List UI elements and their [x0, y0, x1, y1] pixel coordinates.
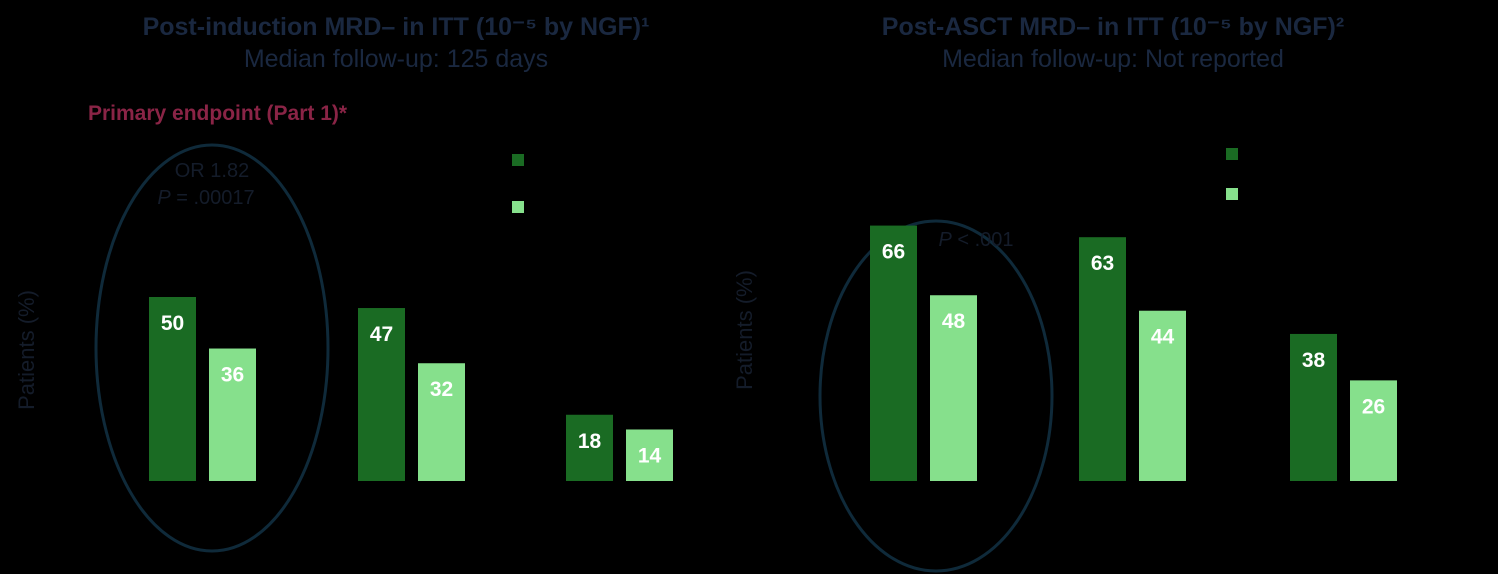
left-bar-series2-group2	[418, 363, 465, 481]
primary-endpoint-label: Primary endpoint (Part 1)*	[88, 102, 348, 125]
left-bar-series1-group1	[149, 297, 196, 481]
left-legend-swatch-dark	[512, 154, 524, 166]
right-bar-series1-group1	[870, 225, 917, 481]
left-highlight-ellipse	[94, 143, 330, 553]
right-y-axis-label: Patients (%)	[732, 270, 757, 390]
left-bar-series1-group3	[566, 414, 613, 481]
right-value-label-series2-group3: 26	[1362, 395, 1385, 418]
right-value-label-series2-group2: 44	[1151, 326, 1175, 349]
left-bar-series1-group2	[358, 308, 405, 481]
right-chart: Post-ASCT MRD– in ITT (10⁻⁵ by NGF)² Med…	[732, 13, 1397, 573]
left-bars: 50 47 18 36 32 14	[149, 297, 673, 481]
left-y-axis-label: Patients (%)	[14, 290, 39, 410]
left-value-label-series2-group1: 36	[221, 364, 244, 387]
left-chart: Post-induction MRD– in ITT (10⁻⁵ by NGF)…	[14, 13, 673, 553]
left-p-value: P = .00017	[157, 187, 254, 209]
right-value-label-series1-group1: 66	[882, 241, 905, 264]
left-bar-series2-group1	[209, 348, 256, 481]
left-legend-swatch-light	[512, 201, 524, 213]
left-bar-series2-group3	[626, 429, 673, 481]
right-bars: 66 63 38 48 44 26	[870, 225, 1397, 481]
right-bar-series2-group1	[930, 295, 977, 481]
left-value-label-series1-group3: 18	[578, 430, 602, 453]
right-chart-title: Post-ASCT MRD– in ITT (10⁻⁵ by NGF)²	[882, 13, 1344, 41]
right-bar-series1-group3	[1290, 333, 1337, 481]
right-value-label-series1-group2: 63	[1091, 252, 1114, 275]
left-chart-title: Post-induction MRD– in ITT (10⁻⁵ by NGF)…	[143, 13, 650, 41]
right-bar-series2-group2	[1139, 310, 1186, 481]
right-chart-subtitle: Median follow-up: Not reported	[942, 45, 1284, 73]
right-highlight-ellipse	[818, 219, 1054, 573]
left-value-label-series1-group2: 47	[370, 323, 393, 346]
right-p-value: P < .001	[938, 229, 1013, 251]
left-value-label-series2-group2: 32	[430, 378, 453, 401]
right-legend	[1226, 148, 1238, 200]
right-bar-series1-group2	[1079, 237, 1126, 481]
right-value-label-series1-group3: 38	[1302, 349, 1326, 372]
right-legend-swatch-light	[1226, 188, 1238, 200]
right-value-label-series2-group1: 48	[942, 310, 966, 333]
left-chart-subtitle: Median follow-up: 125 days	[244, 45, 548, 73]
left-or-text: OR 1.82	[175, 160, 249, 182]
left-value-label-series1-group1: 50	[161, 312, 184, 335]
right-bar-series2-group3	[1350, 380, 1397, 481]
right-legend-swatch-dark	[1226, 148, 1238, 160]
left-value-label-series2-group3: 14	[638, 444, 662, 467]
left-legend	[512, 154, 524, 213]
